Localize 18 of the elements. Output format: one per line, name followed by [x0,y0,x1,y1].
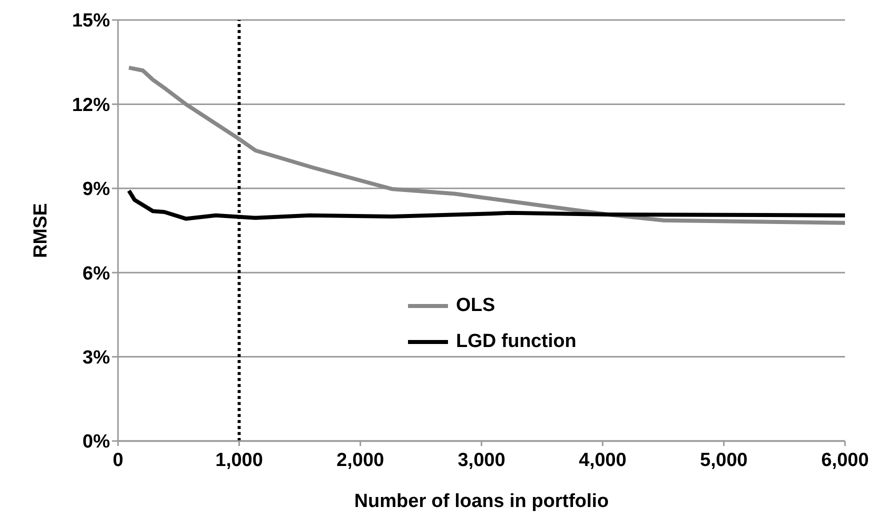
x-axis-title: Number of loans in portfolio [354,491,609,512]
y-tick-label: 15% [72,10,110,32]
x-tick-label: 1,000 [215,450,263,471]
y-tick-label: 3% [82,348,110,369]
x-tick-label: 2,000 [336,450,384,471]
legend-label: OLS [456,295,496,317]
y-axis-title: RMSE [30,203,52,258]
x-tick-label: 6,000 [821,450,869,471]
x-tick-label: 4,000 [578,450,626,471]
x-tick-label: 0 [112,450,124,471]
x-tick-label: 5,000 [700,450,748,471]
y-tick-label: 9% [82,179,110,200]
y-tick-label: 0% [82,432,110,453]
line-series [126,66,845,225]
y-tick-label: 12% [72,94,110,116]
x-tick-label: 3,000 [458,450,506,471]
legend-label: LGD function [456,331,576,353]
y-tick-label: 6% [82,263,110,284]
